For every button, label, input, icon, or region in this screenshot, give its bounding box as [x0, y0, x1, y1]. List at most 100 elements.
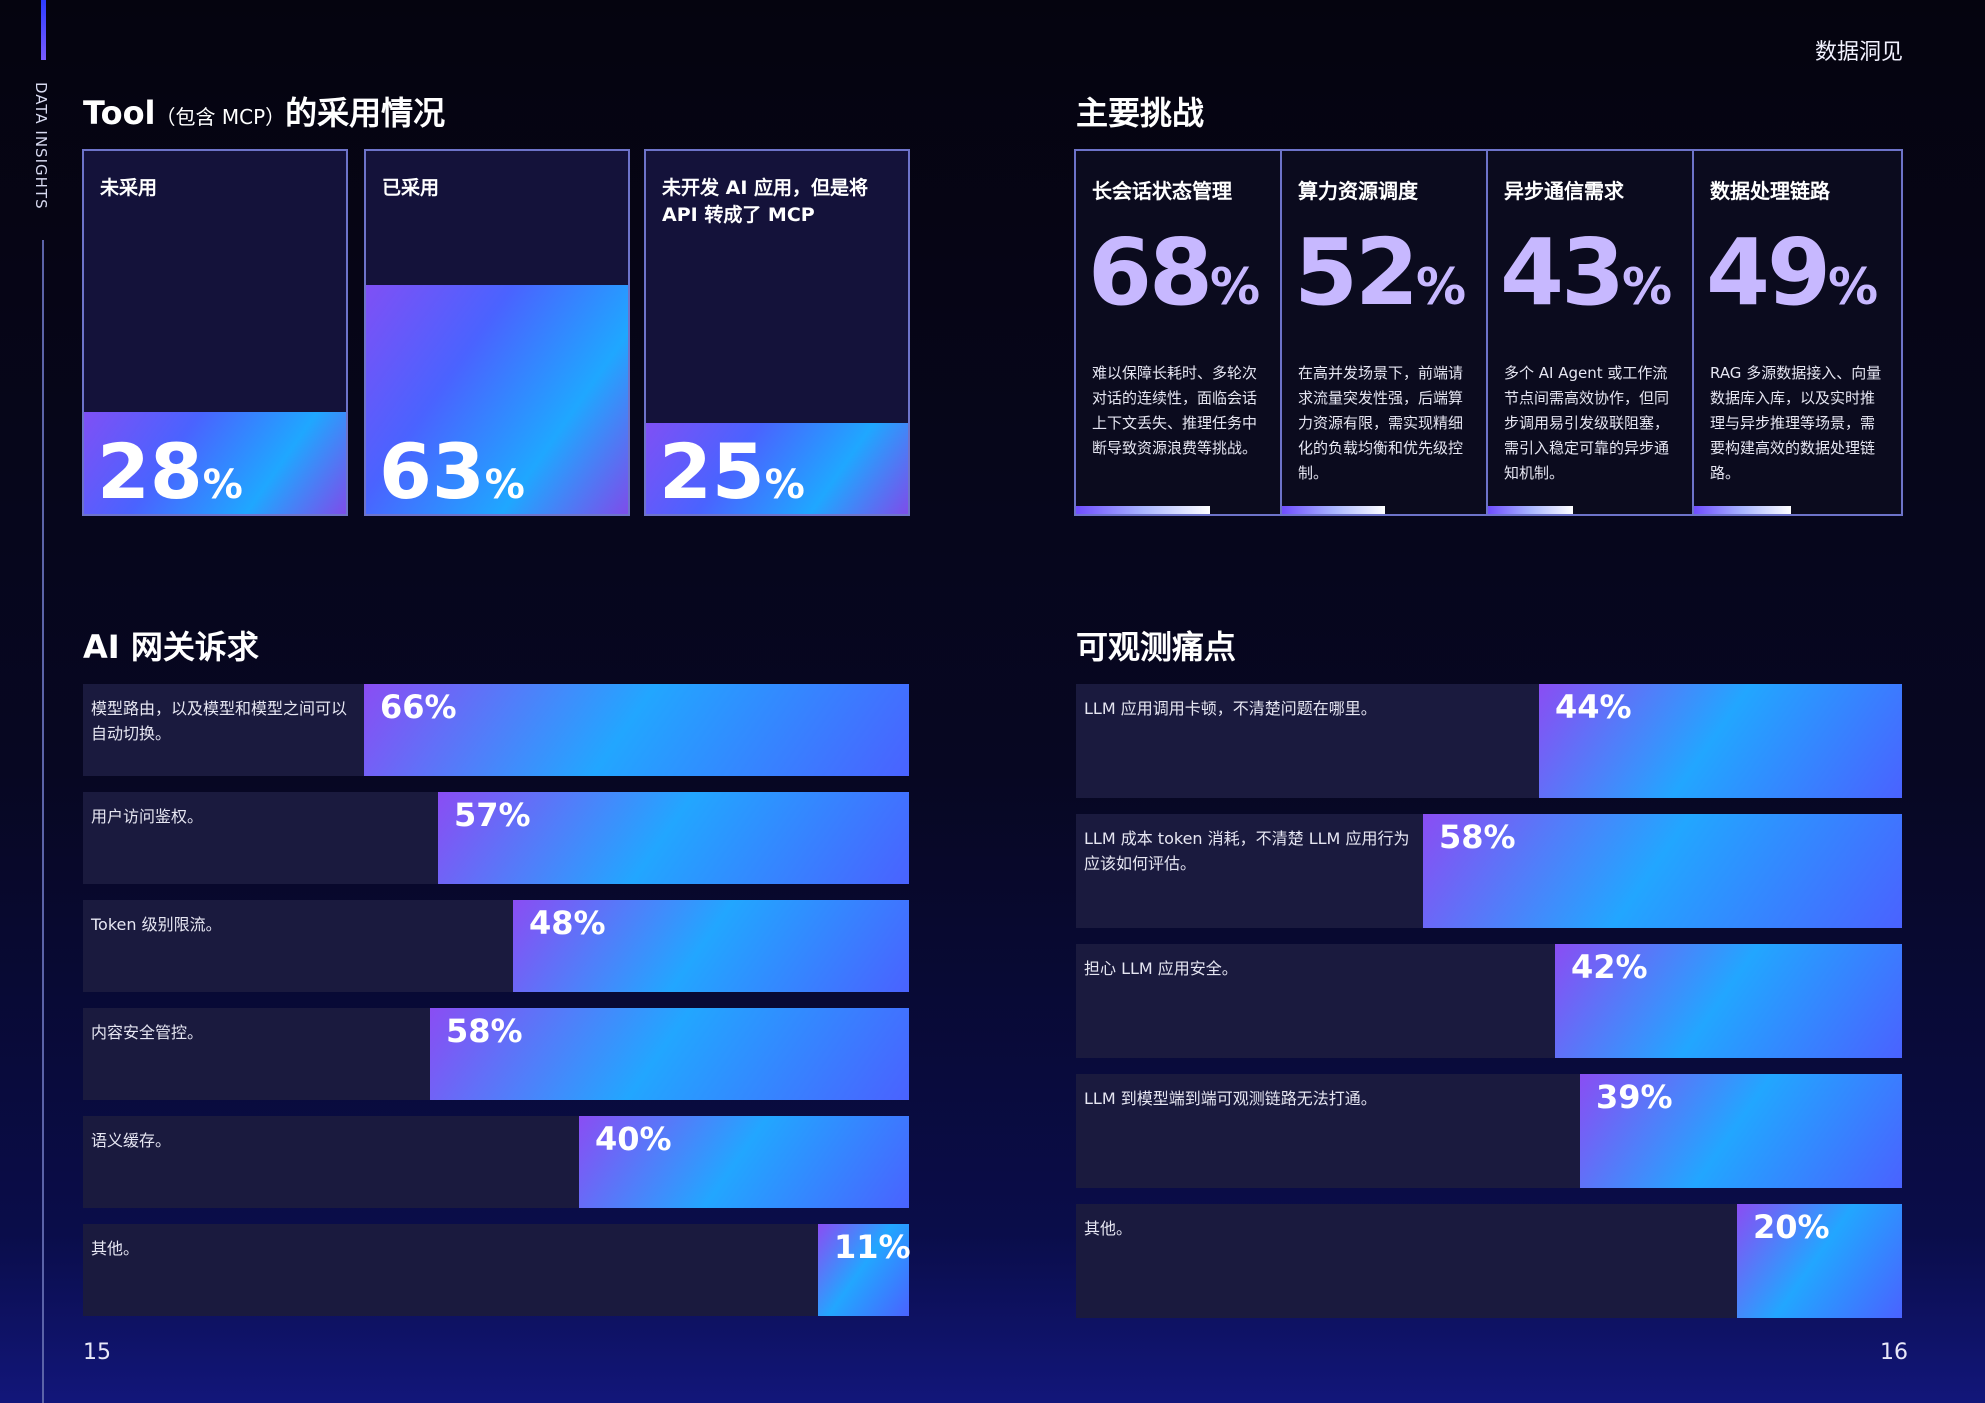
challenge-value: 43: [1500, 219, 1625, 326]
gateway-bar: 40%: [579, 1116, 909, 1208]
gateway-value-label: 48%: [529, 904, 606, 942]
challenge-bar: [1076, 506, 1210, 514]
observability-bar: 44%: [1539, 684, 1902, 798]
gateway-label: 语义缓存。: [91, 1131, 172, 1150]
percent-sign: %: [764, 462, 805, 508]
adoption-card-label: 未开发 AI 应用，但是将 API 转成了 MCP: [662, 177, 869, 226]
observability-bar: 39%: [1580, 1074, 1902, 1188]
observability-label: LLM 应用调用卡顿，不清楚问题在哪里。: [1084, 699, 1377, 718]
side-rule: [42, 240, 44, 1403]
adoption-card: 已采用 63%: [364, 149, 630, 516]
adoption-card-label: 未采用: [100, 177, 158, 199]
adoption-value-label: 25%: [659, 434, 805, 510]
challenge-column: 长会话状态管理 68% 难以保障长耗时、多轮次对话的连续性，面临会话上下文丢失、推理…: [1076, 151, 1282, 514]
observability-bar: 42%: [1555, 944, 1902, 1058]
gateway-row: 内容安全管控。 58%: [83, 1008, 909, 1100]
challenge-value-label: 43%: [1500, 227, 1672, 319]
adoption-card-label: 已采用: [382, 177, 440, 199]
gateway-label: 其他。: [91, 1239, 140, 1258]
gateway-row: 其他。 11%: [83, 1224, 911, 1316]
adoption-value-label: 28%: [97, 434, 243, 510]
observability-value-label: 42%: [1571, 948, 1648, 986]
gateway-value-label: 58%: [446, 1012, 523, 1050]
page-number-left: 15: [83, 1340, 111, 1365]
gateway-bar: 58%: [430, 1008, 909, 1100]
observability-label: 其他。: [1084, 1219, 1133, 1238]
adoption-bar: [646, 423, 908, 514]
gateway-value-label: 40%: [595, 1120, 672, 1158]
gateway-label: 模型路由，以及模型和模型之间可以自动切换。: [91, 699, 348, 743]
gateway-value-label: 66%: [380, 688, 457, 726]
gateway-value-label: 11%: [834, 1228, 911, 1266]
challenges-chart: 长会话状态管理 68% 难以保障长耗时、多轮次对话的连续性，面临会话上下文丢失、推理…: [1074, 149, 1903, 516]
adoption-bar: [84, 412, 346, 514]
gateway-bar: 66%: [364, 684, 909, 776]
gateway-label: 用户访问鉴权。: [91, 807, 204, 826]
observability-title: 可观测痛点: [1076, 628, 1237, 666]
section-brand: 数据洞见: [1814, 40, 1903, 65]
challenge-title: 异步通信需求: [1504, 179, 1624, 203]
observability-row: 担心 LLM 应用安全。 42%: [1076, 944, 1902, 1058]
challenge-value: 52: [1294, 219, 1419, 326]
challenge-value: 49: [1706, 219, 1831, 326]
observability-bar: 58%: [1423, 814, 1902, 928]
adoption-value: 28: [97, 427, 203, 516]
side-label: DATA INSIGHTS: [32, 82, 50, 210]
challenge-title: 长会话状态管理: [1092, 179, 1232, 203]
percent-sign: %: [1416, 258, 1466, 316]
challenge-bar: [1282, 506, 1385, 514]
gateway-row: Token 级别限流。 48%: [83, 900, 909, 992]
percent-sign: %: [202, 462, 243, 508]
challenges-title: 主要挑战: [1076, 94, 1205, 132]
challenge-value-label: 52%: [1294, 227, 1466, 319]
gateway-value-label: 57%: [454, 796, 531, 834]
tool-adoption-title: Tool（包含 MCP）的采用情况: [83, 88, 445, 134]
challenge-title: 数据处理链路: [1710, 179, 1830, 203]
challenge-column: 数据处理链路 49% RAG 多源数据接入、向量数据库入库，以及实时推理与异步推理等…: [1694, 151, 1900, 514]
adoption-value: 25: [659, 427, 765, 516]
challenge-value-label: 68%: [1088, 227, 1260, 319]
tool-title-tail: 的采用情况: [285, 94, 446, 132]
gateway-row: 用户访问鉴权。 57%: [83, 792, 909, 884]
observability-row: 其他。 20%: [1076, 1204, 1902, 1318]
challenge-description: 在高并发场景下，前端请求流量突发性强，后端算力资源有限，需实现精细化的负载均衡和…: [1298, 364, 1464, 482]
gateway-label: Token 级别限流。: [91, 915, 222, 934]
challenge-column: 异步通信需求 43% 多个 AI Agent 或工作流节点间需高效协作，但同步调用易…: [1488, 151, 1694, 514]
challenge-description: RAG 多源数据接入、向量数据库入库，以及实时推理与异步推理等场景，需要构建高效…: [1710, 364, 1882, 482]
challenge-column: 算力资源调度 52% 在高并发场景下，前端请求流量突发性强，后端算力资源有限，需实现…: [1282, 151, 1488, 514]
side-accent-bar: [41, 0, 46, 60]
observability-value-label: 44%: [1555, 688, 1632, 726]
gateway-bar: 48%: [513, 900, 909, 992]
observability-label: 担心 LLM 应用安全。: [1084, 959, 1238, 978]
tool-title-main: Tool: [83, 94, 156, 132]
observability-row: LLM 到模型端到端可观测链路无法打通。 39%: [1076, 1074, 1902, 1188]
observability-row: LLM 应用调用卡顿，不清楚问题在哪里。 44%: [1076, 684, 1902, 798]
observability-value-label: 58%: [1439, 818, 1516, 856]
gateway-title: AI 网关诉求: [83, 628, 259, 666]
percent-sign: %: [484, 462, 525, 508]
observability-value-label: 20%: [1753, 1208, 1830, 1246]
observability-label: LLM 到模型端到端可观测链路无法打通。: [1084, 1089, 1377, 1108]
adoption-value: 63: [379, 427, 485, 516]
challenge-title: 算力资源调度: [1298, 179, 1418, 203]
observability-value-label: 39%: [1596, 1078, 1673, 1116]
percent-sign: %: [1622, 258, 1672, 316]
observability-bar: 20%: [1737, 1204, 1902, 1318]
page-number-right: 16: [1880, 1340, 1908, 1365]
challenge-value: 68: [1088, 219, 1213, 326]
adoption-card: 未采用 28%: [82, 149, 348, 516]
gateway-row: 语义缓存。 40%: [83, 1116, 909, 1208]
gateway-row: 模型路由，以及模型和模型之间可以自动切换。 66%: [83, 684, 909, 776]
observability-row: LLM 成本 token 消耗，不清楚 LLM 应用行为应该如何评估。 58%: [1076, 814, 1902, 928]
gateway-bar: 11%: [818, 1224, 911, 1316]
gateway-label: 内容安全管控。: [91, 1023, 204, 1042]
adoption-bar: [366, 285, 628, 514]
gateway-bar: 57%: [438, 792, 909, 884]
challenge-bar: [1488, 506, 1573, 514]
challenge-description: 多个 AI Agent 或工作流节点间需高效协作，但同步调用易引发级联阻塞，需引…: [1504, 364, 1670, 482]
challenge-bar: [1694, 506, 1791, 514]
percent-sign: %: [1828, 258, 1878, 316]
challenge-description: 难以保障长耗时、多轮次对话的连续性，面临会话上下文丢失、推理任务中断导致资源浪费…: [1092, 364, 1258, 457]
adoption-card: 未开发 AI 应用，但是将 API 转成了 MCP 25%: [644, 149, 910, 516]
adoption-value-label: 63%: [379, 434, 525, 510]
